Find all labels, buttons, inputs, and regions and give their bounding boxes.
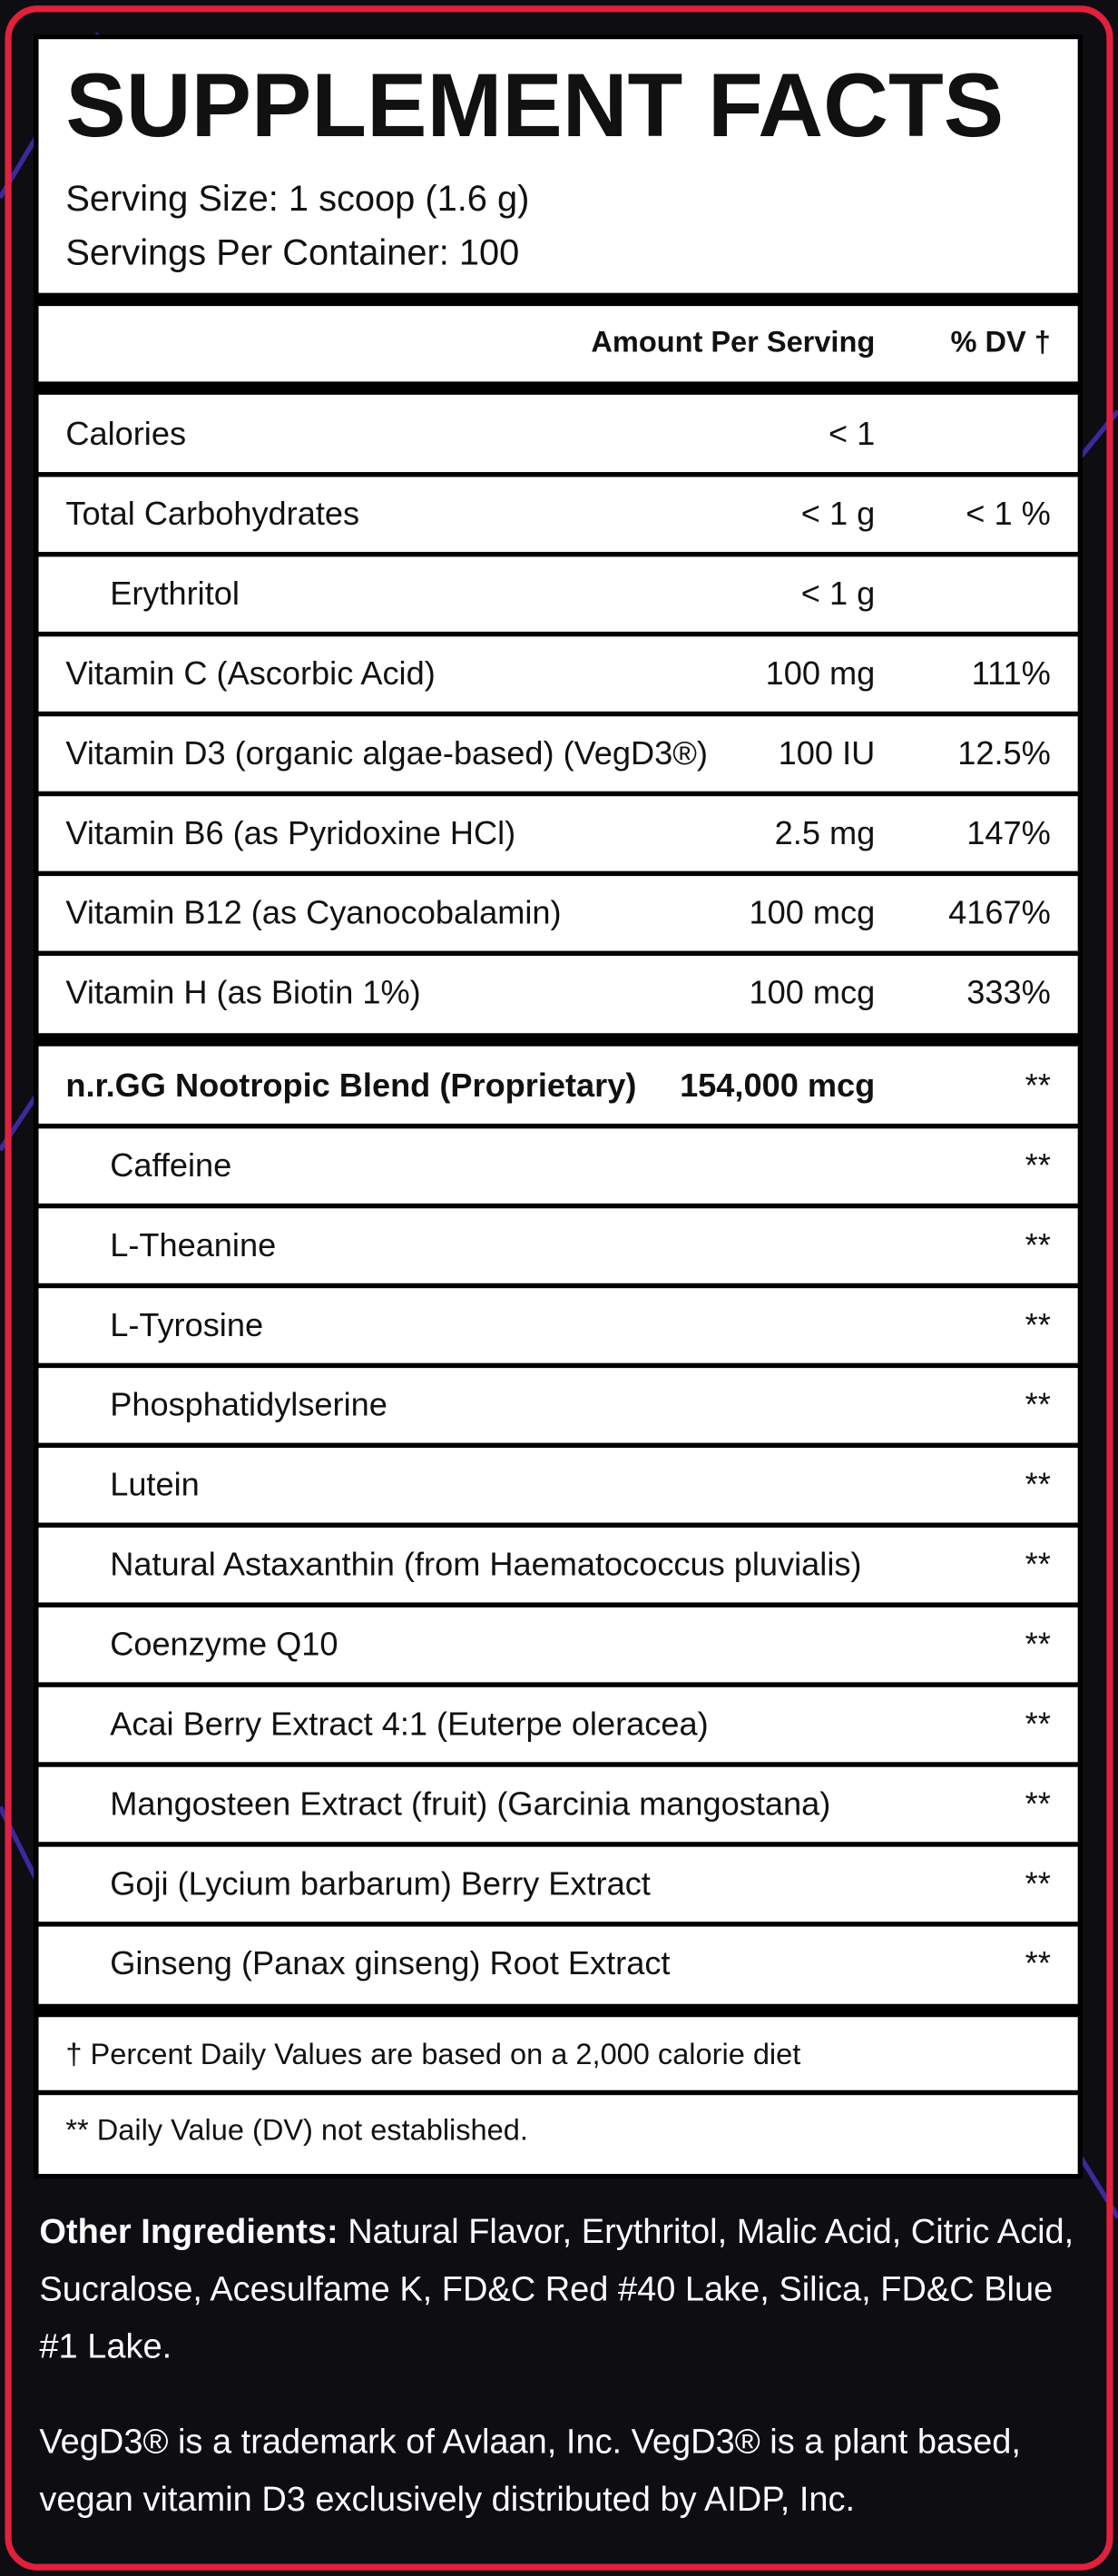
daily-value: **: [1025, 1546, 1051, 1583]
label: Other Ingredients:: [39, 2213, 338, 2251]
row-divider: [35, 950, 1081, 957]
row-divider: [35, 1522, 1081, 1528]
row-divider: [35, 791, 1081, 797]
nutrient-name: Lutein: [110, 1466, 200, 1503]
trademark-note: VegD3® is a trademark of Avlaan, Inc. Ve…: [39, 2424, 1020, 2462]
facts-panel: [34, 34, 1084, 2179]
row-divider: [35, 1123, 1081, 1129]
amount: < 1: [829, 415, 875, 452]
daily-value: 147%: [966, 814, 1051, 851]
daily-value: **: [1025, 1864, 1051, 1902]
amount: 2.5 mg: [775, 814, 876, 851]
nutrient-name: Ginseng (Panax ginseng) Root Extract: [110, 1944, 670, 1981]
row-divider: [35, 1842, 1081, 1847]
nutrient-name: Vitamin B12 (as Cyanocobalamin): [65, 894, 561, 931]
row-divider: [35, 711, 1081, 717]
nutrient-name: Natural Astaxanthin (from Haematococcus …: [110, 1546, 861, 1583]
nutrient-name: Caffeine: [110, 1146, 231, 1184]
amount: 100 mg: [766, 654, 876, 692]
footnote: † Percent Daily Values are based on a 2,…: [65, 2038, 800, 2070]
daily-value: < 1 %: [966, 495, 1051, 532]
nutrient-name: Coenzyme Q10: [110, 1625, 338, 1662]
table-body: Calories < 1 Total Carbohydrates < 1 g < 1 %…: [35, 415, 1081, 2146]
row-divider: [35, 1442, 1081, 1449]
row-divider: [35, 551, 1081, 557]
row-divider: [35, 1283, 1081, 1289]
row-divider: [35, 870, 1081, 877]
nutrient-name: Mangosteen Extract (fruit) (Garcinia man…: [110, 1785, 830, 1822]
daily-value: **: [1025, 1705, 1051, 1742]
row-divider: [35, 1682, 1081, 1687]
row-divider: [35, 1203, 1081, 1209]
row-divider: [35, 1762, 1081, 1767]
serving-size: Serving Size: 1 scoop (1.6 g): [65, 179, 529, 219]
other-ingredients: Other Ingredients: Natural Flavor, Eryth…: [39, 2213, 1074, 2251]
nutrient-name: Acai Berry Extract 4:1 (Euterpe oleracea…: [110, 1705, 708, 1742]
servings-per-container: Servings Per Container: 100: [65, 233, 519, 273]
divider: [35, 381, 1081, 395]
row-divider: [35, 472, 1081, 477]
daily-value: **: [1025, 1226, 1051, 1263]
section-divider: [35, 1033, 1081, 1047]
daily-value: **: [1025, 1785, 1051, 1822]
section-divider: [35, 2003, 1081, 2018]
amount: 100 mcg: [750, 974, 876, 1011]
daily-value: **: [1025, 1306, 1051, 1343]
amount: 154,000 mcg: [680, 1067, 875, 1104]
nutrient-name: Vitamin C (Ascorbic Acid): [65, 654, 435, 692]
column-header: % DV †: [950, 325, 1050, 358]
nutrient-name: L-Theanine: [110, 1226, 276, 1263]
daily-value: **: [1025, 1146, 1051, 1184]
daily-value: 12.5%: [957, 734, 1051, 772]
nutrient-name: n.r.GG Nootropic Blend (Proprietary): [65, 1067, 636, 1104]
daily-value: 111%: [972, 654, 1051, 692]
daily-value: 333%: [966, 974, 1051, 1011]
nutrient-name: Phosphatidylserine: [110, 1386, 387, 1423]
footnote: ** Daily Value (DV) not established.: [65, 2113, 528, 2146]
divider: [35, 292, 1081, 307]
row-divider: [35, 631, 1081, 637]
daily-value: **: [1025, 1944, 1051, 1981]
daily-value: **: [1025, 1067, 1051, 1104]
column-header: Amount Per Serving: [591, 325, 875, 358]
trademark-note: vegan vitamin D3 exclusively distributed…: [39, 2481, 855, 2519]
amount: 100 mcg: [750, 894, 876, 931]
border: [5, 5, 1113, 2571]
row-divider: [35, 1602, 1081, 1608]
row-divider: [35, 1362, 1081, 1369]
title: SUPPLEMENT FACTS: [65, 55, 1004, 156]
nutrient-name: Vitamin H (as Biotin 1%): [65, 974, 420, 1011]
amount: 100 IU: [779, 734, 876, 772]
nutrient-name: L-Tyrosine: [110, 1306, 263, 1343]
daily-value: **: [1025, 1466, 1051, 1503]
nutrient-name: Calories: [65, 415, 186, 452]
nutrient-name: Goji (Lycium barbarum) Berry Extract: [110, 1864, 651, 1902]
amount: < 1 g: [801, 575, 875, 612]
row-divider: [35, 2089, 1081, 2096]
other-ingredients-line: Sucralose, Acesulfame K, FD&C Red #40 La…: [39, 2270, 1053, 2308]
nutrient-name: Vitamin D3 (organic algae-based) (VegD3®…: [65, 734, 708, 772]
daily-value: 4167%: [948, 894, 1051, 931]
row-divider: [35, 1922, 1081, 1927]
daily-value: **: [1025, 1386, 1051, 1423]
text: Natural Flavor, Erythritol, Malic Acid, …: [348, 2213, 1074, 2251]
daily-value: **: [1025, 1625, 1051, 1662]
nutrient-name: Vitamin B6 (as Pyridoxine HCl): [65, 814, 515, 851]
amount: < 1 g: [801, 495, 875, 532]
nutrient-name: Erythritol: [110, 575, 240, 612]
nutrient-name: Total Carbohydrates: [65, 495, 359, 532]
other-ingredients-line: #1 Lake.: [39, 2328, 172, 2366]
